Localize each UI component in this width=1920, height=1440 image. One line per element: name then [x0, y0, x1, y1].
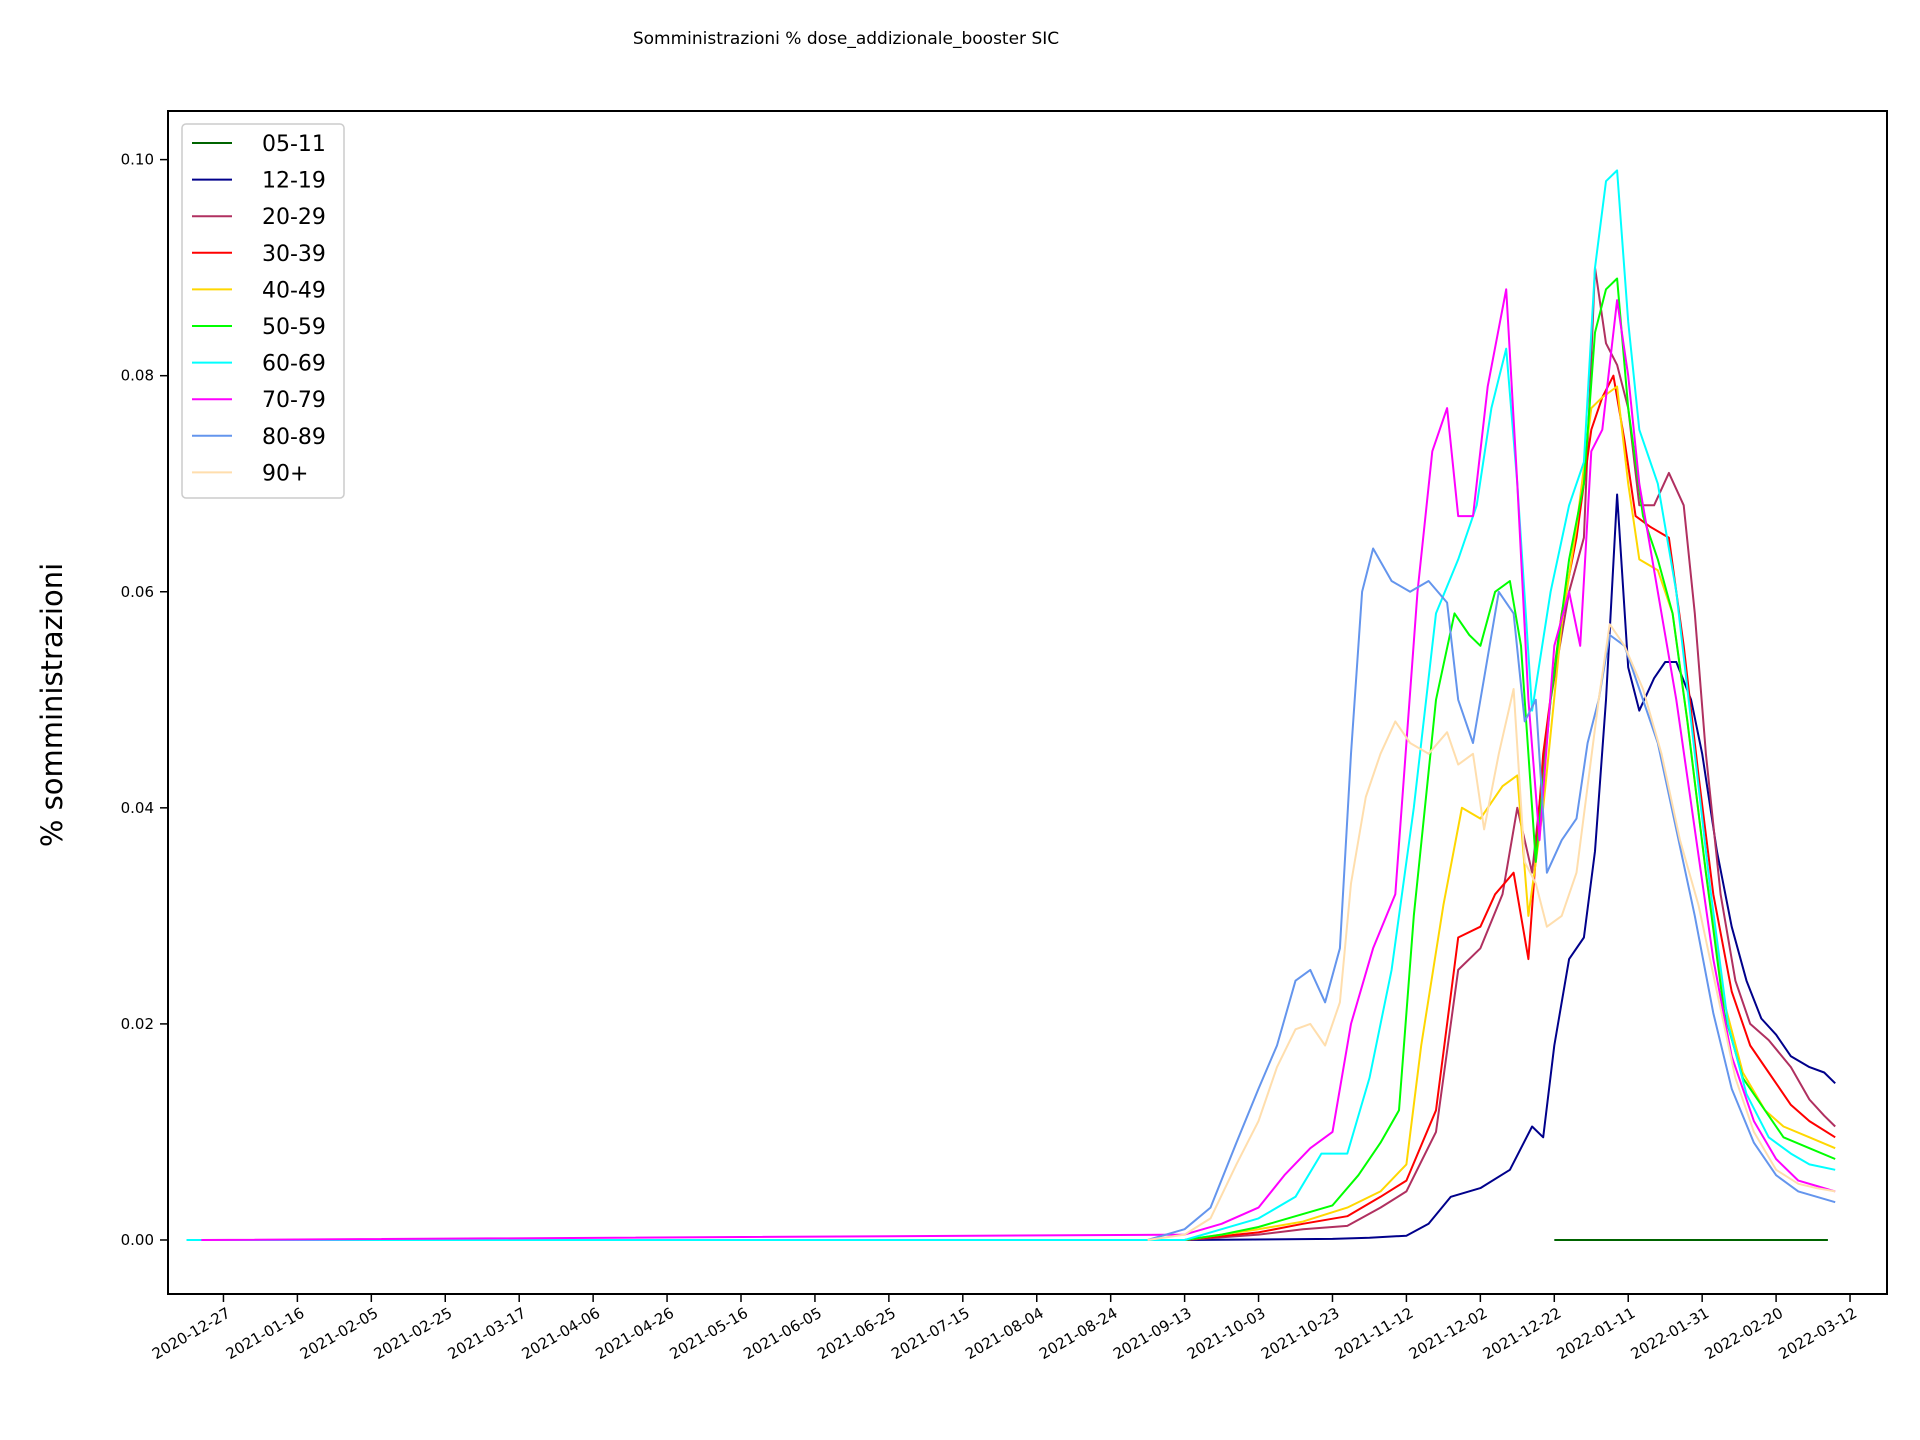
y-tick-label: 0.10 — [121, 151, 154, 169]
plot-area — [186, 169, 1836, 1241]
series-line-30-39 — [1184, 374, 1836, 1241]
legend-box — [181, 123, 345, 499]
series-line-12-19 — [1184, 493, 1836, 1241]
chart-title: Somministrazioni % dose_addizionale_boos… — [633, 29, 1059, 49]
legend-label: 40-49 — [262, 278, 326, 303]
legend-label: 05-11 — [262, 132, 326, 157]
y-tick-label: 0.04 — [121, 799, 154, 817]
y-tick-label: 0.08 — [121, 367, 154, 385]
series-line-70-79 — [201, 288, 1836, 1241]
legend-label: 30-39 — [262, 242, 326, 267]
series-line-80-89 — [1147, 547, 1836, 1241]
legend: 05-11 12-19 20-29 30-39 40-49 50-59 60-69 70-79… — [181, 123, 345, 499]
y-tick-label: 0.02 — [121, 1015, 154, 1033]
y-axis-label: % somministrazioni — [35, 563, 69, 847]
series-line-90plus — [1147, 623, 1836, 1241]
y-tick-label: 0.06 — [121, 583, 154, 601]
series-line-20-29 — [1184, 266, 1836, 1241]
plot-frame — [167, 110, 1888, 1295]
series-line-60-69 — [186, 169, 1836, 1241]
legend-label: 90+ — [262, 461, 308, 486]
legend-label: 12-19 — [262, 169, 326, 194]
legend-label: 70-79 — [262, 388, 326, 413]
legend-label: 60-69 — [262, 352, 326, 377]
legend-label: 80-89 — [262, 425, 326, 450]
y-tick-label: 0.00 — [121, 1231, 154, 1249]
legend-label: 50-59 — [262, 315, 326, 340]
legend-label: 20-29 — [262, 205, 326, 230]
y-axis: 0.00 0.02 0.04 0.06 0.08 0.10 — [121, 151, 168, 1249]
